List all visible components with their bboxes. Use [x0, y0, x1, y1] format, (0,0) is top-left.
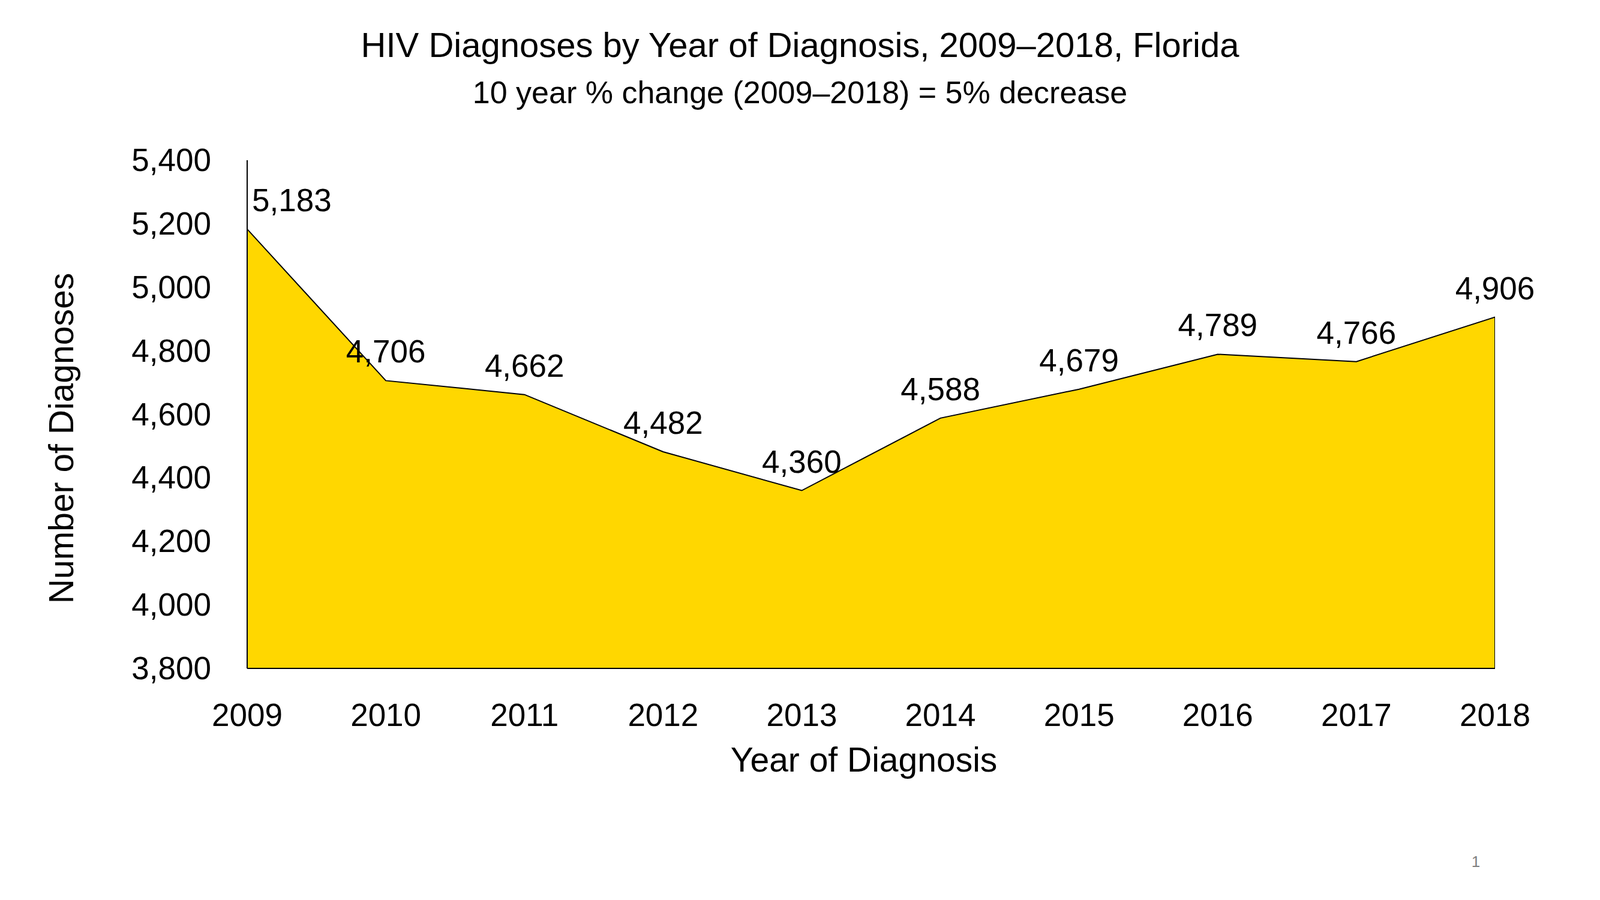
data-label: 4,766 [1316, 314, 1397, 351]
data-label: 4,789 [1177, 307, 1258, 343]
y-tick-label: 4,400 [131, 459, 212, 495]
y-axis-title: Number of Diagnoses [41, 272, 81, 604]
y-tick-label: 4,000 [131, 586, 212, 623]
x-tick-label: 2014 [905, 697, 977, 733]
data-label: 4,360 [761, 443, 842, 480]
x-tick-label: 2018 [1459, 697, 1531, 733]
data-label: 5,183 [251, 182, 332, 218]
y-axis-line [246, 160, 248, 669]
data-label: 4,679 [1039, 342, 1119, 378]
data-label: 4,482 [623, 404, 704, 441]
y-tick-label: 3,800 [131, 650, 212, 686]
y-tick-label: 4,800 [131, 332, 212, 369]
y-tick-label: 5,400 [131, 142, 212, 178]
x-axis-title: Year of Diagnosis [730, 740, 998, 779]
subtitle: 10 year % change (2009–2018) = 5% decrea… [472, 74, 1128, 110]
x-tick-label: 2015 [1043, 697, 1115, 733]
y-tick-label: 4,600 [131, 396, 212, 432]
title: HIV Diagnoses by Year of Diagnosis, 2009… [361, 25, 1241, 65]
page-number: 1 [1471, 852, 1481, 871]
x-tick-label: 2010 [350, 697, 422, 733]
data-label: 4,588 [900, 371, 981, 407]
x-tick-label: 2012 [627, 697, 699, 733]
y-tick-label: 5,000 [131, 269, 212, 305]
area [247, 229, 1496, 669]
x-tick-label: 2016 [1182, 697, 1254, 733]
data-label: 4,662 [484, 347, 565, 384]
x-tick-label: 2009 [211, 697, 283, 733]
x-tick-label: 2013 [766, 697, 837, 733]
x-tick-label: 2011 [490, 697, 559, 733]
x-axis-line [247, 667, 1496, 669]
y-tick-label: 4,200 [131, 523, 212, 559]
plot-area [247, 229, 1496, 669]
x-tick-label: 2017 [1321, 697, 1392, 733]
data-label: 4,906 [1455, 270, 1536, 306]
chart: HIV Diagnoses by Year of Diagnosis, 2009… [0, 0, 1600, 900]
data-label: 4,706 [346, 333, 426, 369]
y-tick-label: 5,200 [131, 205, 212, 242]
